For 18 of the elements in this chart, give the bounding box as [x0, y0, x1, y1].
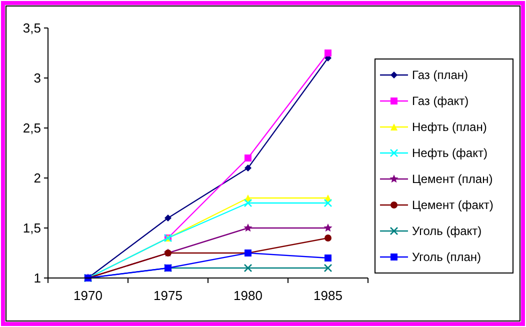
- x-tick-label: 1975: [154, 288, 182, 303]
- legend-label: Уголь (план): [412, 250, 481, 264]
- legend-label: Цемент (план): [412, 172, 493, 186]
- legend-label: Уголь (факт): [412, 224, 482, 238]
- y-tick-label: 3: [34, 70, 41, 86]
- x-tick-label: 1970: [74, 288, 102, 303]
- y-tick-label: 2: [34, 170, 41, 186]
- y-tick-label: 2,5: [22, 120, 41, 136]
- x-tick-label: 1985: [314, 288, 342, 303]
- legend-label: Газ (план): [412, 68, 468, 82]
- y-tick-label: 3,5: [22, 20, 41, 36]
- y-tick-label: 1: [34, 270, 41, 286]
- legend-label: Нефть (факт): [412, 146, 488, 160]
- legend-label: Газ (факт): [412, 94, 469, 108]
- y-tick-label: 1,5: [22, 220, 41, 236]
- legend-label: Нефть (план): [412, 120, 487, 134]
- legend-label: Цемент (факт): [412, 198, 494, 212]
- x-tick-label: 1980: [234, 288, 262, 303]
